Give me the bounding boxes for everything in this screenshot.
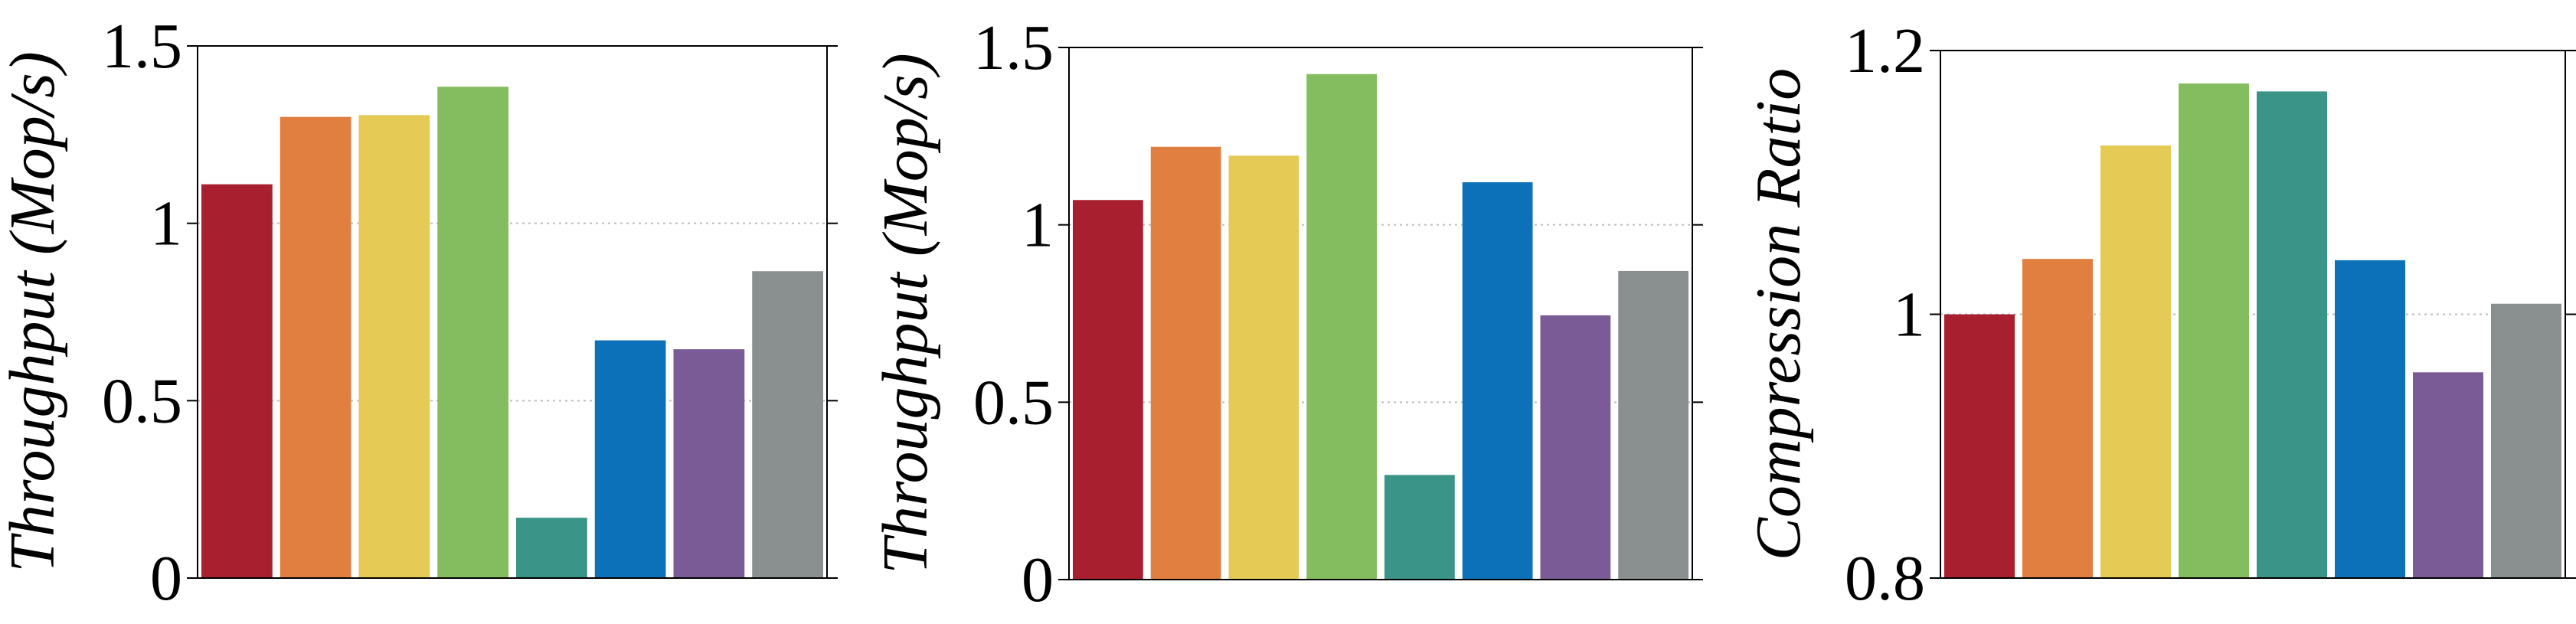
plot-frame bbox=[1068, 47, 1693, 580]
bar bbox=[1073, 200, 1143, 580]
bar bbox=[2100, 145, 2171, 578]
bar bbox=[673, 349, 745, 578]
y-tick-label: 1 bbox=[150, 188, 182, 260]
bar bbox=[2022, 259, 2093, 578]
bar bbox=[594, 340, 666, 578]
y-tick-label: 0.5 bbox=[102, 365, 182, 436]
bar bbox=[201, 184, 273, 578]
bar bbox=[1462, 182, 1533, 580]
bar bbox=[1540, 315, 1611, 580]
plot-frame bbox=[197, 45, 828, 579]
bar bbox=[1150, 146, 1221, 580]
bar bbox=[437, 87, 508, 579]
bar bbox=[2413, 372, 2483, 578]
y-axis-label: Throughput (Mop/s) bbox=[0, 51, 68, 573]
chart-panel-2: 0 0.5 1 1.5 Throughput (Mop/s) bbox=[870, 12, 1703, 616]
y-tick-label: 0 bbox=[150, 543, 182, 614]
bar bbox=[516, 518, 587, 578]
bar bbox=[1228, 155, 1299, 580]
bar bbox=[1306, 74, 1377, 580]
y-tick-label: 1.5 bbox=[102, 11, 182, 82]
y-tick-label: 1 bbox=[1022, 190, 1054, 261]
y-tick-label: 0.8 bbox=[1845, 543, 1925, 614]
bar bbox=[2335, 260, 2405, 578]
bar bbox=[2491, 303, 2561, 578]
bar bbox=[752, 271, 823, 578]
y-tick-label: 1.2 bbox=[1845, 15, 1925, 87]
bar bbox=[1944, 314, 2015, 578]
y-tick-label: 0 bbox=[1022, 544, 1054, 616]
chart-panel-1: 0 0.5 1 1.5 Throughput (Mop/s) bbox=[0, 11, 838, 614]
y-axis-label: Throughput (Mop/s) bbox=[870, 53, 941, 574]
y-axis-label: Compression Ratio bbox=[1743, 68, 1814, 560]
chart-panel-3: 0.8 1 1.2 Compression Ratio bbox=[1743, 15, 2576, 614]
y-tick-label: 1 bbox=[1893, 279, 1925, 351]
bar bbox=[2257, 91, 2327, 578]
y-tick-label: 1.5 bbox=[973, 12, 1054, 83]
bar bbox=[1384, 475, 1455, 580]
bar bbox=[1618, 270, 1688, 580]
bar bbox=[2179, 83, 2249, 578]
y-tick-label: 0.5 bbox=[973, 367, 1054, 438]
bar bbox=[280, 116, 351, 578]
bar bbox=[358, 115, 430, 579]
